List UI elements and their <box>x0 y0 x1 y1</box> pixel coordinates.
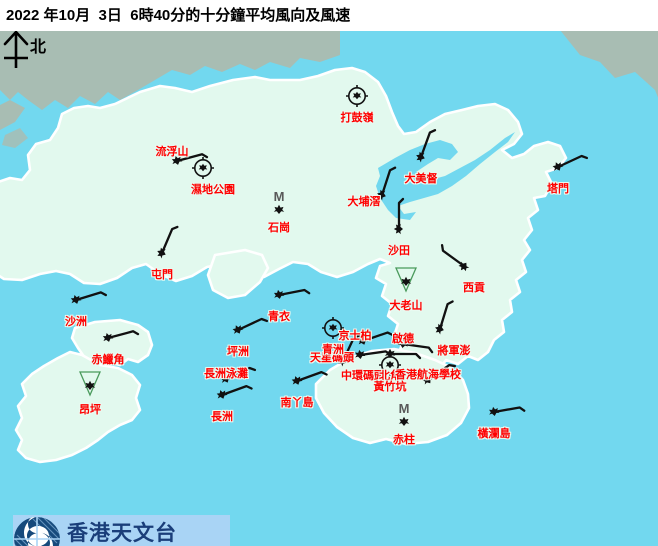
svg-text:M: M <box>274 189 285 204</box>
svg-text:M: M <box>399 401 410 416</box>
